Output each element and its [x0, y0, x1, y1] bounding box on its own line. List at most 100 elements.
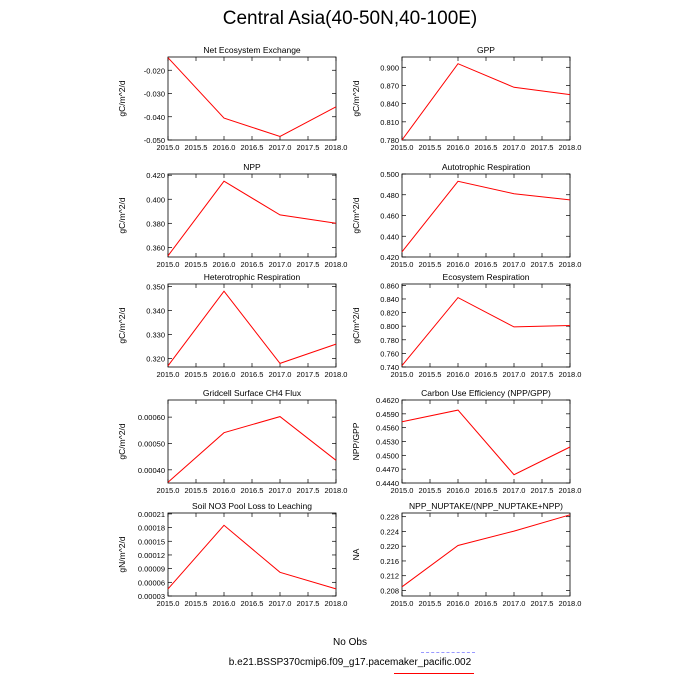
y-axis-label: gC/m^2/d — [117, 307, 127, 343]
panel-title: NPP_NUPTAKE/(NPP_NUPTAKE+NPP) — [409, 501, 563, 511]
x-tick-label: 2017.5 — [297, 486, 320, 495]
y-tick-label: 0.4470 — [376, 465, 399, 474]
y-tick-label: 0.4590 — [376, 410, 399, 419]
x-tick-label: 2017.0 — [269, 370, 292, 379]
x-tick-label: 2016.0 — [213, 486, 236, 495]
x-tick-label: 2016.5 — [241, 260, 264, 269]
x-tick-label: 2016.5 — [475, 143, 498, 152]
panel-frame — [167, 173, 337, 258]
x-tick-label: 2015.0 — [157, 143, 180, 152]
y-tick-label: 0.00015 — [138, 537, 165, 546]
panel-frame — [167, 512, 337, 597]
x-tick-label: 2018.0 — [325, 370, 348, 379]
series-line — [401, 514, 571, 588]
x-tick-label: 2016.5 — [241, 143, 264, 152]
panel-title: NPP — [243, 162, 261, 172]
x-tick-label: 2017.5 — [531, 370, 554, 379]
series-line — [167, 416, 337, 483]
y-tick-label: 0.420 — [380, 253, 399, 262]
x-tick-label: 2016.0 — [447, 143, 470, 152]
y-tick-label: 0.4620 — [376, 396, 399, 405]
series-line — [167, 57, 337, 138]
x-tick-label: 2018.0 — [325, 486, 348, 495]
panel-3: Autotrophic Respiration gC/m^2/d 2015.0 201… — [351, 162, 581, 269]
y-axis-label: gC/m^2/d — [351, 197, 361, 233]
x-tick-label: 2016.5 — [241, 370, 264, 379]
y-tick-label: 0.780 — [380, 336, 399, 345]
x-tick-label: 2016.0 — [213, 143, 236, 152]
series-line — [401, 296, 571, 366]
panel-title: Net Ecosystem Exchange — [203, 45, 301, 55]
y-tick-label: 0.00009 — [138, 565, 165, 574]
y-tick-label: 0.820 — [380, 309, 399, 318]
y-tick-label: 0.360 — [146, 243, 165, 252]
y-tick-label: 0.216 — [380, 557, 399, 566]
x-tick-label: 2016.5 — [475, 370, 498, 379]
x-tick-label: 2018.0 — [325, 143, 348, 152]
series-line — [401, 63, 571, 141]
x-tick-label: 2016.0 — [447, 599, 470, 608]
y-tick-label: 0.00018 — [138, 524, 165, 533]
x-tick-label: 2017.5 — [297, 599, 320, 608]
x-tick-label: 2017.5 — [297, 260, 320, 269]
series-line — [401, 180, 571, 253]
x-tick-label: 2017.0 — [503, 370, 526, 379]
panel-frame — [401, 512, 571, 597]
x-tick-label: 2015.5 — [185, 260, 208, 269]
y-tick-label: 0.420 — [146, 171, 165, 180]
x-tick-label: 2017.5 — [531, 486, 554, 495]
y-tick-label: 0.00012 — [138, 551, 165, 560]
panel-title: Soil NO3 Pool Loss to Leaching — [192, 501, 312, 511]
x-tick-label: 2016.0 — [447, 370, 470, 379]
x-tick-label: 2015.0 — [391, 143, 414, 152]
y-axis-label: gC/m^2/d — [351, 80, 361, 116]
x-tick-label: 2015.0 — [391, 599, 414, 608]
y-axis-label: gC/m^2/d — [117, 423, 127, 459]
y-tick-label: 0.440 — [380, 232, 399, 241]
y-tick-label: 0.00003 — [138, 592, 165, 601]
y-axis-label: NPP/GPP — [351, 422, 361, 460]
y-tick-label: 0.800 — [380, 322, 399, 331]
y-tick-label: 0.228 — [380, 513, 399, 522]
legend-model-label: b.e21.BSSP370cmip6.f09_g17.pacemaker_pac… — [228, 657, 472, 668]
panel-title: GPP — [477, 45, 495, 55]
panel-0: Net Ecosystem Exchange gC/m^2/d 2015.0 2015… — [117, 45, 347, 152]
x-tick-label: 2015.0 — [157, 260, 180, 269]
x-tick-label: 2017.0 — [269, 260, 292, 269]
y-axis-label: gC/m^2/d — [117, 197, 127, 233]
x-tick-label: 2018.0 — [325, 599, 348, 608]
y-tick-label: 0.00040 — [138, 466, 165, 475]
series-line — [167, 290, 337, 367]
panel-5: Ecosystem Respiration gC/m^2/d 2015.0 2015.… — [351, 272, 581, 379]
y-axis-label: gN/m^2/d — [117, 536, 127, 572]
legend-model-line — [394, 673, 474, 674]
y-tick-label: 0.4530 — [376, 438, 399, 447]
y-tick-label: 0.4440 — [376, 479, 399, 488]
x-tick-label: 2016.0 — [213, 260, 236, 269]
y-tick-label: 0.740 — [380, 363, 399, 372]
x-tick-label: 2018.0 — [559, 143, 582, 152]
x-tick-label: 2016.0 — [213, 599, 236, 608]
y-tick-label: 0.350 — [146, 282, 165, 291]
page-title: Central Asia(40-50N,40-100E) — [222, 8, 478, 29]
y-tick-label: 0.460 — [380, 212, 399, 221]
y-tick-label: 0.500 — [380, 170, 399, 179]
x-tick-label: 2018.0 — [325, 260, 348, 269]
y-tick-label: -0.030 — [144, 90, 165, 99]
x-tick-label: 2018.0 — [559, 260, 582, 269]
x-tick-label: 2017.0 — [503, 486, 526, 495]
x-tick-label: 2015.5 — [185, 370, 208, 379]
y-tick-label: 0.840 — [380, 295, 399, 304]
y-tick-label: 0.870 — [380, 81, 399, 90]
x-tick-label: 2015.0 — [157, 370, 180, 379]
x-tick-label: 2017.0 — [503, 260, 526, 269]
x-tick-label: 2015.5 — [419, 486, 442, 495]
y-tick-label: 0.00006 — [138, 578, 165, 587]
y-tick-label: 0.480 — [380, 191, 399, 200]
y-tick-label: 0.840 — [380, 100, 399, 109]
y-tick-label: 0.4500 — [376, 451, 399, 460]
x-tick-label: 2015.5 — [419, 260, 442, 269]
x-tick-label: 2016.5 — [475, 486, 498, 495]
x-tick-label: 2015.0 — [391, 370, 414, 379]
y-tick-label: 0.400 — [146, 195, 165, 204]
